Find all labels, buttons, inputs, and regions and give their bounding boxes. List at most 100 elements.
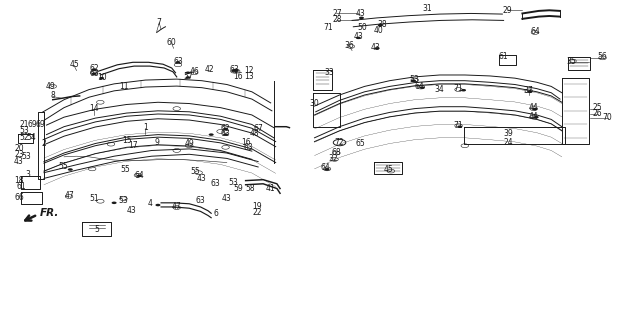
Circle shape: [527, 91, 532, 93]
Text: 53: 53: [21, 152, 31, 161]
Text: 63: 63: [244, 143, 253, 152]
Text: 43: 43: [197, 174, 207, 183]
Circle shape: [411, 79, 416, 82]
Text: 6: 6: [213, 209, 218, 218]
Text: 32: 32: [328, 154, 338, 163]
Circle shape: [92, 72, 97, 75]
Text: 61: 61: [16, 181, 26, 190]
Text: 19: 19: [252, 203, 262, 212]
Text: 15: 15: [122, 136, 131, 145]
Text: 8: 8: [50, 92, 55, 100]
Text: 63: 63: [221, 130, 230, 139]
Text: 49: 49: [45, 82, 55, 91]
Text: 27: 27: [332, 9, 342, 18]
Text: 4: 4: [148, 199, 153, 208]
Circle shape: [532, 108, 537, 110]
Text: 31: 31: [423, 4, 432, 13]
Text: 29: 29: [503, 6, 512, 15]
Circle shape: [186, 71, 191, 74]
Text: 50: 50: [357, 23, 367, 32]
Text: 52: 52: [19, 133, 29, 142]
Text: 45: 45: [69, 60, 79, 69]
Text: 63: 63: [196, 196, 206, 205]
Text: 69: 69: [35, 120, 45, 129]
Text: 37: 37: [524, 86, 533, 95]
Text: 53: 53: [19, 126, 29, 135]
Circle shape: [175, 61, 181, 64]
Circle shape: [68, 168, 73, 171]
Text: 46: 46: [189, 67, 199, 76]
Text: 18: 18: [14, 176, 24, 185]
Text: 60: 60: [167, 38, 177, 47]
Text: 1: 1: [143, 123, 148, 132]
Text: 9: 9: [154, 138, 159, 147]
Text: 53: 53: [119, 196, 128, 205]
Text: 23: 23: [14, 150, 24, 159]
Text: 10: 10: [97, 73, 106, 82]
Circle shape: [420, 86, 425, 89]
Text: 55: 55: [58, 162, 68, 171]
Circle shape: [461, 89, 466, 92]
Circle shape: [378, 24, 383, 27]
Text: 55: 55: [191, 167, 201, 176]
Circle shape: [359, 17, 364, 19]
Text: 35: 35: [566, 57, 576, 66]
Circle shape: [111, 202, 116, 204]
Text: 43: 43: [371, 43, 381, 52]
Text: 43: 43: [14, 157, 24, 166]
Text: 38: 38: [377, 20, 387, 29]
Text: 21: 21: [19, 120, 29, 129]
Text: 65: 65: [356, 139, 365, 148]
Circle shape: [375, 47, 380, 50]
Text: 45: 45: [384, 165, 393, 174]
Text: 43: 43: [353, 32, 363, 41]
Text: 7: 7: [157, 18, 162, 27]
Text: 62: 62: [89, 64, 99, 73]
Text: 3: 3: [25, 170, 30, 179]
Text: 42: 42: [204, 65, 214, 74]
Circle shape: [155, 204, 160, 206]
Circle shape: [136, 175, 142, 177]
Text: 20: 20: [14, 144, 24, 153]
Text: 5: 5: [94, 225, 99, 234]
Circle shape: [533, 116, 538, 118]
Text: 41: 41: [266, 184, 276, 193]
Text: 47: 47: [172, 203, 182, 212]
Text: 53: 53: [410, 75, 420, 84]
Text: 39: 39: [504, 130, 513, 139]
Text: 70: 70: [603, 113, 613, 122]
Text: 44: 44: [529, 112, 538, 121]
Text: 34: 34: [435, 85, 445, 94]
Text: 71: 71: [454, 84, 464, 93]
Text: 68: 68: [331, 148, 341, 156]
Circle shape: [356, 36, 361, 39]
Text: 64: 64: [415, 82, 425, 91]
Text: 55: 55: [121, 165, 130, 174]
Circle shape: [234, 69, 239, 72]
Text: 63: 63: [173, 57, 183, 66]
Text: 33: 33: [325, 68, 335, 77]
Text: 24: 24: [504, 138, 513, 147]
Text: 61: 61: [499, 52, 508, 61]
Circle shape: [92, 68, 97, 71]
Circle shape: [209, 133, 214, 136]
Text: 43: 43: [222, 194, 231, 203]
Text: 16: 16: [233, 72, 243, 81]
Text: 59: 59: [233, 184, 243, 193]
Text: 51: 51: [89, 194, 99, 203]
Text: 28: 28: [332, 15, 342, 24]
Text: 64: 64: [321, 164, 331, 172]
Text: 49: 49: [184, 139, 194, 148]
Circle shape: [186, 76, 191, 79]
Text: 64: 64: [530, 27, 540, 36]
Text: FR.: FR.: [40, 208, 60, 218]
Text: 56: 56: [598, 52, 608, 61]
Text: 54: 54: [26, 133, 36, 142]
Text: 71: 71: [454, 121, 464, 130]
Text: 63: 63: [230, 65, 239, 74]
Text: 26: 26: [593, 108, 603, 117]
Text: 25: 25: [593, 103, 603, 112]
Text: 43: 43: [127, 206, 136, 215]
Text: 48: 48: [250, 130, 259, 139]
Text: 17: 17: [128, 141, 138, 150]
